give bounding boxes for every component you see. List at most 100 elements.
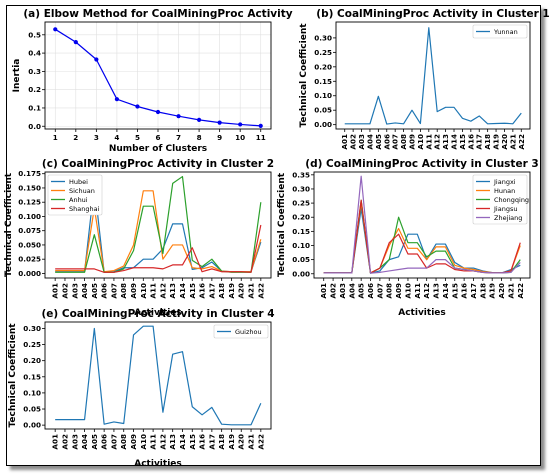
x-tick-label: A19: [488, 283, 497, 299]
y-tick-label: 0.25: [314, 48, 332, 57]
x-tick-label: A05: [357, 283, 366, 299]
x-tick-label: A19: [492, 134, 501, 150]
chart-title: (a) Elbow Method for CoalMiningProc Acti…: [23, 8, 292, 20]
x-tick-label: A02: [329, 283, 338, 299]
legend-label-yunnan: Yunnan: [493, 28, 518, 36]
legend-label-hubei: Hubei: [69, 178, 88, 186]
x-tick-label: A15: [188, 283, 197, 299]
x-tick-label: A18: [217, 434, 226, 450]
x-axis-label: Number of Clusters: [109, 144, 207, 154]
x-tick-label: A12: [158, 283, 167, 299]
data-point: [73, 40, 78, 45]
y-tick-label: 0.000: [18, 269, 41, 278]
y-tick-label: 0.0: [28, 122, 41, 131]
x-tick-label: A19: [227, 283, 236, 299]
x-tick-label: A11: [149, 283, 158, 299]
x-tick-label: A21: [508, 134, 517, 150]
x-tick-label: A15: [458, 134, 467, 150]
legend-box: [47, 174, 103, 216]
y-tick-label: 0.30: [314, 33, 332, 42]
y-tick-label: 0.4: [28, 49, 41, 58]
legend-box: [472, 24, 528, 39]
x-tick-label: A16: [466, 134, 475, 150]
x-tick-label: A06: [100, 434, 109, 450]
x-tick-label: A20: [237, 283, 246, 299]
x-tick-label: A12: [433, 134, 442, 150]
x-tick-label: A11: [149, 434, 158, 450]
y-tick-label: 0.20: [292, 213, 310, 222]
y-tick-label: 0.5: [28, 30, 41, 39]
series-line-shanghai: [55, 224, 262, 273]
x-tick-label: A14: [178, 283, 187, 299]
x-tick-label: A11: [424, 134, 433, 150]
x-tick-label: A17: [207, 434, 216, 450]
x-tick-label: A09: [394, 283, 403, 299]
x-tick-label: A14: [450, 134, 459, 150]
data-point: [94, 57, 99, 62]
x-tick-label: 4: [114, 133, 119, 142]
data-point: [155, 109, 161, 115]
x-tick-label: A08: [119, 434, 128, 450]
y-tick-label: 0.20: [23, 356, 41, 365]
y-tick-label: 0.15: [292, 227, 310, 236]
x-tick-label: 8: [197, 133, 202, 142]
x-tick-label: A03: [70, 283, 79, 299]
x-tick-label: A14: [178, 434, 187, 450]
x-tick-label: A04: [80, 434, 89, 450]
x-tick-label: A06: [382, 134, 391, 150]
x-tick-label: A16: [460, 283, 469, 299]
x-tick-label: A09: [129, 434, 138, 450]
x-tick-label: A03: [70, 434, 79, 450]
y-tick-label: 0.3: [28, 67, 41, 76]
x-tick-label: A07: [391, 134, 400, 150]
chart-title: (c) CoalMiningProc Activity in Cluster 2: [42, 158, 274, 170]
x-tick-label: A22: [517, 134, 526, 150]
x-tick-label: A13: [432, 283, 441, 299]
x-tick-label: 7: [176, 133, 181, 142]
chart-panel-5: 0.00 0.05 0.10 0.15 0.20 0.25 0.30 A01 A02 A03 A04…: [8, 308, 275, 469]
x-tick-label: 9: [217, 133, 222, 142]
series-line-guizhou: [55, 325, 262, 426]
x-tick-label: A08: [119, 283, 128, 299]
x-tick-label: A08: [385, 283, 394, 299]
x-tick-label: 6: [155, 133, 160, 142]
y-tick-label: 0.25: [23, 340, 41, 349]
x-tick-label: A20: [497, 283, 506, 299]
x-tick-label: A10: [139, 283, 148, 299]
y-tick-label: 0.05: [23, 405, 41, 414]
x-tick-label: A01: [51, 283, 60, 299]
x-tick-label: A02: [60, 434, 69, 450]
data-point: [114, 97, 120, 102]
x-tick-label: A17: [469, 283, 478, 299]
chart-panel-1: 0.0 0.1 0.2 0.3 0.4 0.5 1 2 3 4 5 6 7 8 9 10 11 (a) Elbow…: [12, 8, 293, 154]
x-tick-label: A09: [129, 283, 138, 299]
legend-label-zhejiang: Zhejiang: [494, 214, 522, 222]
x-tick-label: A01: [340, 134, 349, 150]
y-tick-label: 0.150: [18, 183, 41, 192]
x-tick-label: A17: [207, 283, 216, 299]
x-tick-label: 1: [53, 133, 58, 142]
legend-label-hunan: Hunan: [494, 187, 515, 195]
data-point: [53, 27, 58, 32]
x-tick-label: A16: [198, 283, 207, 299]
x-tick-label: A17: [475, 134, 484, 150]
x-tick-label: 5: [135, 133, 140, 142]
x-tick-label: A01: [319, 283, 328, 299]
x-axis-label: Activities: [398, 308, 446, 318]
y-tick-label: 0.05: [314, 106, 332, 115]
chart-title: (b) CoalMiningProc Activity in Cluster 1: [316, 8, 549, 20]
x-tick-label: A20: [237, 434, 246, 450]
plot-area-frame: [44, 171, 272, 279]
x-tick-label: A07: [375, 283, 384, 299]
y-tick-label: 0.15: [23, 372, 41, 381]
data-point: [176, 114, 181, 119]
y-tick-label: 0.00: [314, 120, 332, 129]
x-tick-label: A10: [139, 434, 148, 450]
x-tick-label: A13: [441, 134, 450, 150]
x-tick-label: 10: [235, 133, 245, 142]
plot-area-frame: [44, 321, 272, 430]
legend-box: [213, 324, 269, 339]
x-tick-label: A02: [349, 134, 358, 150]
x-tick-label: A18: [478, 283, 487, 299]
